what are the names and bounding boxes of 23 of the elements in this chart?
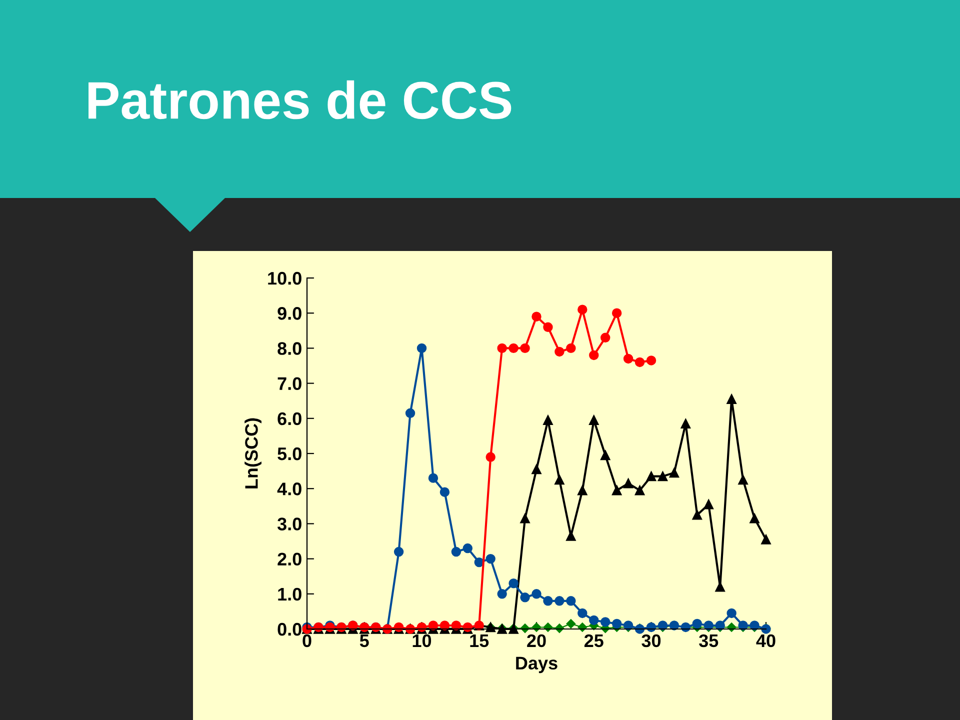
- y-tick-label: 4.0: [277, 482, 302, 496]
- y-tick-label: 9.0: [278, 307, 302, 320]
- x-tick-label: 35: [699, 634, 718, 648]
- y-axis-title: Ln(SCC): [244, 418, 262, 488]
- x-tick-label: 40: [756, 634, 776, 648]
- y-tick-label: 2.0: [278, 552, 302, 566]
- x-axis-title: Days: [516, 656, 558, 674]
- x-tick-label: 30: [642, 634, 661, 648]
- y-tick-label: 10.0: [268, 272, 302, 285]
- x-tick-label: 25: [584, 634, 604, 648]
- x-tick-label: 20: [527, 634, 546, 648]
- chart-title: Patrones de CCS: [88, 80, 512, 120]
- x-tick-label: 10: [412, 634, 432, 648]
- x-tick-label: 0: [302, 634, 312, 648]
- y-tick-label: 5.0: [278, 447, 302, 460]
- y-tick-label: 7.0: [278, 377, 302, 390]
- x-tick-label: 15: [470, 634, 489, 648]
- x-tick-label: 5: [360, 634, 369, 648]
- y-tick-label: 6.0: [278, 412, 302, 426]
- y-tick-label: 8.0: [278, 342, 302, 355]
- y-tick-label: 1.0: [278, 588, 302, 601]
- y-tick-label: 0.0: [278, 622, 302, 636]
- y-tick-label: 3.0: [277, 518, 302, 530]
